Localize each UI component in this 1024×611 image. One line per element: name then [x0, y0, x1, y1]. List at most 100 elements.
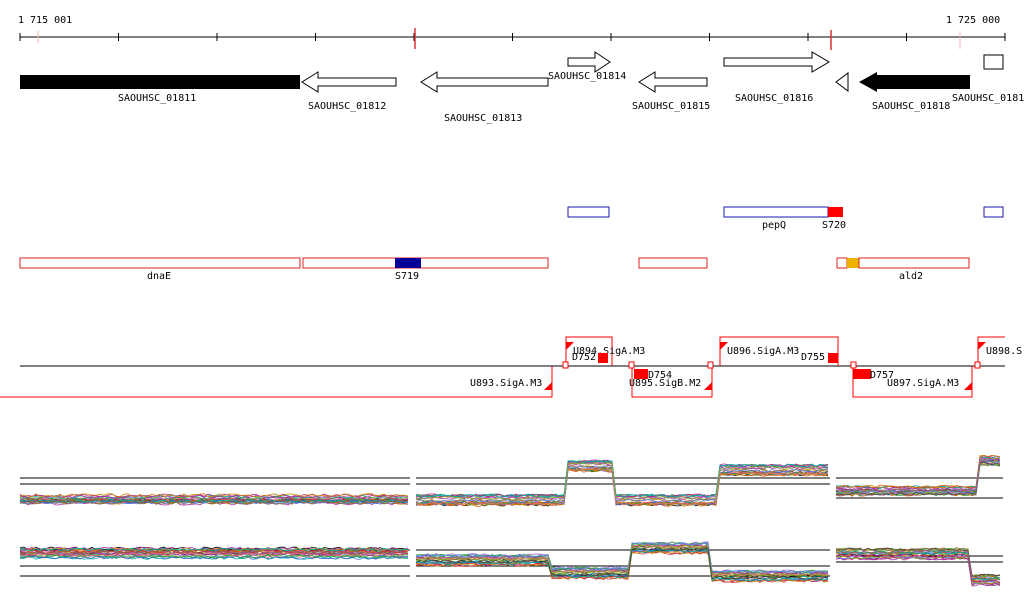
expression-trace — [835, 555, 1001, 585]
gene-saouhsc-01813[interactable] — [420, 71, 549, 93]
operon-track-reverse: dnaE S719 ald2 — [19, 257, 970, 282]
annotation-label: pepQ — [762, 220, 786, 231]
gene-label: SAOUHSC_01811 — [118, 93, 196, 104]
expression-trace — [415, 462, 828, 500]
gene-saouhsc-01816[interactable] — [723, 51, 830, 73]
gene-label: SAOUHSC_01815 — [632, 101, 710, 112]
promoter-label: U895.SigB.M2 — [629, 378, 701, 389]
annotation-label: ald2 — [899, 271, 923, 282]
expression-trace — [835, 454, 1001, 489]
expression-panel — [835, 547, 1003, 587]
operon-box[interactable] — [836, 257, 848, 269]
expression-trace — [835, 461, 1001, 496]
expression-trace — [415, 462, 829, 500]
terminator-label: D757 — [870, 370, 894, 381]
expression-panel — [415, 541, 830, 583]
expression-trace — [19, 499, 409, 504]
expression-trace — [19, 554, 409, 558]
gene-saouhsc-01815[interactable] — [638, 71, 708, 93]
operon-track-forward: pepQ S720 — [567, 206, 1004, 231]
gene-track: SAOUHSC_01811 SAOUHSC_01812 SAOUHSC_0181… — [20, 51, 1024, 124]
gene-saouhsc-01811[interactable] — [20, 75, 300, 89]
expression-trace — [415, 547, 829, 580]
terminator-label: D754 — [648, 370, 672, 381]
annotation-label: dnaE — [147, 271, 171, 282]
expression-trace — [835, 457, 1001, 491]
gene-small-fragment[interactable] — [835, 72, 849, 92]
expression-trace — [835, 455, 1001, 490]
expression-trace — [415, 545, 829, 578]
expression-trace — [19, 547, 409, 552]
promoter-label: U893.SigA.M3 — [470, 378, 542, 389]
expression-trace — [19, 547, 409, 552]
gene-label: SAOUHSC_01812 — [308, 101, 386, 112]
terminator-d752[interactable] — [598, 353, 608, 363]
operon-box[interactable] — [983, 206, 1004, 218]
terminator-d757[interactable] — [853, 369, 871, 379]
gene-label: SAOUHSC_01818 — [872, 101, 950, 112]
expression-trace — [19, 494, 408, 499]
expression-trace — [19, 497, 409, 502]
expression-panel — [19, 546, 410, 577]
expression-trace — [835, 553, 1001, 584]
ruler-start-label: 1 715 001 — [18, 15, 72, 26]
operon-box[interactable] — [638, 257, 708, 269]
expression-track-reverse — [19, 541, 1003, 587]
annotation-label: S720 — [822, 220, 846, 231]
expression-trace — [835, 456, 1001, 491]
expression-trace — [835, 550, 1001, 580]
promoter-label: U896.SigA.M3 — [727, 346, 799, 357]
operon-box[interactable] — [302, 257, 549, 269]
terminator-d754[interactable] — [634, 369, 648, 379]
expression-track-forward — [19, 454, 1003, 507]
expression-trace — [416, 467, 829, 506]
gene-label: SAOUHSC_01813 — [444, 113, 522, 124]
spot-s720[interactable] — [828, 207, 843, 217]
gene-saouhsc-01818[interactable] — [859, 72, 970, 92]
operon-box[interactable] — [567, 206, 610, 218]
annotation-label: S719 — [395, 271, 419, 282]
expression-panel — [19, 477, 410, 506]
expression-trace — [19, 555, 409, 560]
promoter-track: U894.SigA.M3 D752 U896.SigA.M3 D755 U898… — [0, 336, 1022, 398]
expression-trace — [415, 544, 829, 577]
promoter-label: U894.SigA.M3 — [573, 346, 645, 357]
gene-saouhsc-01814[interactable] — [567, 51, 611, 73]
gene-saouhsc-0181x[interactable] — [983, 54, 1004, 70]
gene-label: SAOUHSC_01814 — [548, 71, 626, 82]
expression-trace — [20, 501, 409, 505]
ruler-ticks — [19, 33, 1006, 41]
terminator-d755[interactable] — [828, 353, 838, 363]
gene-label: SAOUHSC_0181 — [952, 93, 1024, 104]
expression-trace — [19, 499, 409, 504]
gene-saouhsc-01812[interactable] — [301, 71, 397, 93]
expression-trace — [835, 456, 1001, 490]
operon-box-pepq[interactable] — [723, 206, 829, 218]
expression-trace — [415, 542, 829, 574]
expression-trace — [415, 460, 829, 498]
expression-trace — [19, 552, 409, 557]
expression-trace — [19, 496, 409, 500]
terminator-label: D755 — [801, 352, 825, 363]
coordinate-ruler: 1 715 001 1 725 000 — [18, 15, 1006, 50]
expression-trace — [19, 493, 409, 498]
expression-trace — [415, 465, 829, 503]
expression-panel — [835, 454, 1003, 499]
promoter-label: U897.SigA.M3 — [887, 378, 959, 389]
terminator-label: D752 — [572, 352, 596, 363]
operon-box-dnae[interactable] — [19, 257, 301, 269]
spot-yellow[interactable] — [847, 258, 859, 268]
gene-label: SAOUHSC_01816 — [735, 93, 813, 104]
expression-trace — [20, 555, 409, 560]
expression-trace — [415, 468, 829, 506]
expression-trace — [19, 497, 409, 501]
spot-s719[interactable] — [395, 258, 421, 268]
operon-box-ald2[interactable] — [858, 257, 970, 269]
ruler-end-label: 1 725 000 — [946, 15, 1000, 26]
promoter-label: U898.S — [986, 346, 1022, 357]
expression-trace — [19, 550, 409, 555]
expression-trace — [835, 458, 1001, 493]
expression-panel — [415, 459, 830, 507]
expression-trace — [835, 547, 1001, 578]
